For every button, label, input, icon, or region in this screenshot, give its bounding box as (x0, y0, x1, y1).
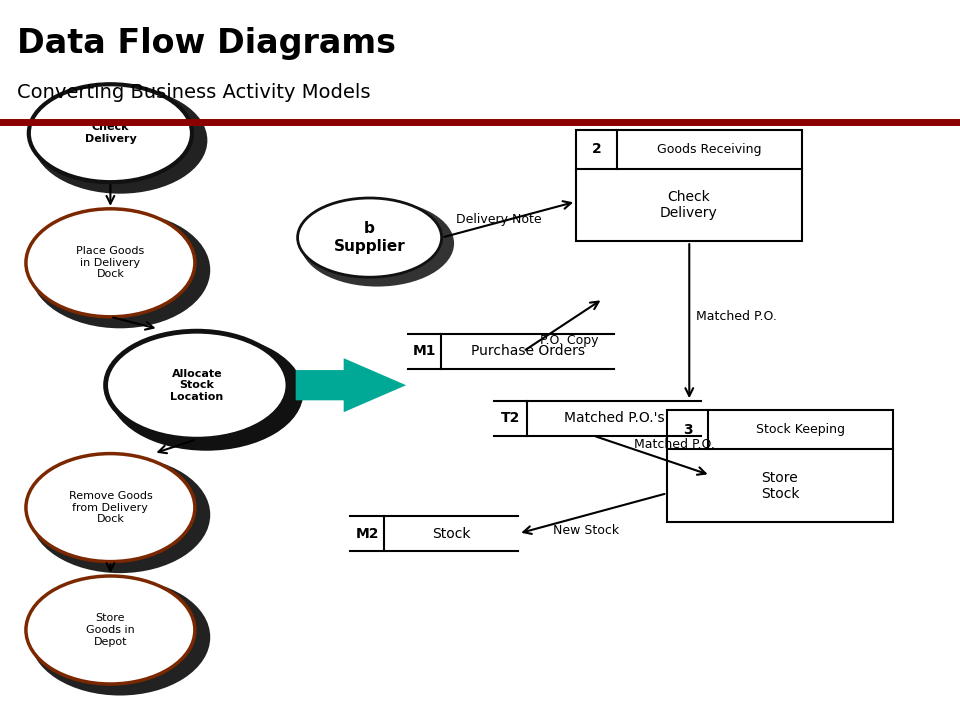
Ellipse shape (26, 209, 195, 317)
Text: Matched P.O.'s: Matched P.O.'s (564, 411, 664, 426)
Text: b
Supplier: b Supplier (334, 222, 405, 253)
Ellipse shape (29, 84, 192, 182)
Bar (576, 130, 802, 241)
Ellipse shape (298, 198, 442, 277)
Text: T2: T2 (501, 411, 520, 426)
Text: Check
Delivery: Check Delivery (660, 190, 718, 220)
Ellipse shape (106, 331, 288, 439)
Polygon shape (296, 358, 406, 412)
Text: Remove Goods
from Delivery
Dock: Remove Goods from Delivery Dock (68, 491, 153, 524)
Text: 3: 3 (683, 423, 692, 437)
Ellipse shape (33, 87, 207, 194)
Text: 2: 2 (591, 142, 601, 156)
Text: Store
Stock: Store Stock (760, 471, 800, 501)
Ellipse shape (109, 334, 303, 451)
Text: Matched P.O.: Matched P.O. (696, 310, 777, 323)
Text: M2: M2 (355, 526, 379, 541)
Text: Converting Business Activity Models: Converting Business Activity Models (17, 83, 371, 102)
Text: Allocate
Stock
Location: Allocate Stock Location (170, 369, 224, 402)
Text: Store
Goods in
Depot: Store Goods in Depot (86, 613, 134, 647)
Text: Data Flow Diagrams: Data Flow Diagrams (17, 27, 396, 60)
Text: New Stock: New Stock (553, 524, 618, 537)
Ellipse shape (30, 456, 210, 573)
Ellipse shape (26, 454, 195, 562)
Text: Check
Delivery: Check Delivery (84, 122, 136, 144)
Text: Delivery Note: Delivery Note (456, 213, 542, 226)
Ellipse shape (26, 576, 195, 684)
Text: Matched P.O.: Matched P.O. (634, 438, 714, 451)
Text: M1: M1 (413, 344, 436, 359)
Text: Goods Receiving: Goods Receiving (657, 143, 761, 156)
Text: Place Goods
in Delivery
Dock: Place Goods in Delivery Dock (76, 246, 145, 279)
Ellipse shape (300, 200, 454, 287)
Text: Stock Keeping: Stock Keeping (756, 423, 845, 436)
Bar (667, 410, 893, 522)
Text: P.O. Copy: P.O. Copy (540, 334, 598, 347)
Text: Stock: Stock (432, 526, 470, 541)
Ellipse shape (30, 579, 210, 696)
Ellipse shape (30, 212, 210, 328)
Text: Purchase Orders: Purchase Orders (470, 344, 585, 359)
